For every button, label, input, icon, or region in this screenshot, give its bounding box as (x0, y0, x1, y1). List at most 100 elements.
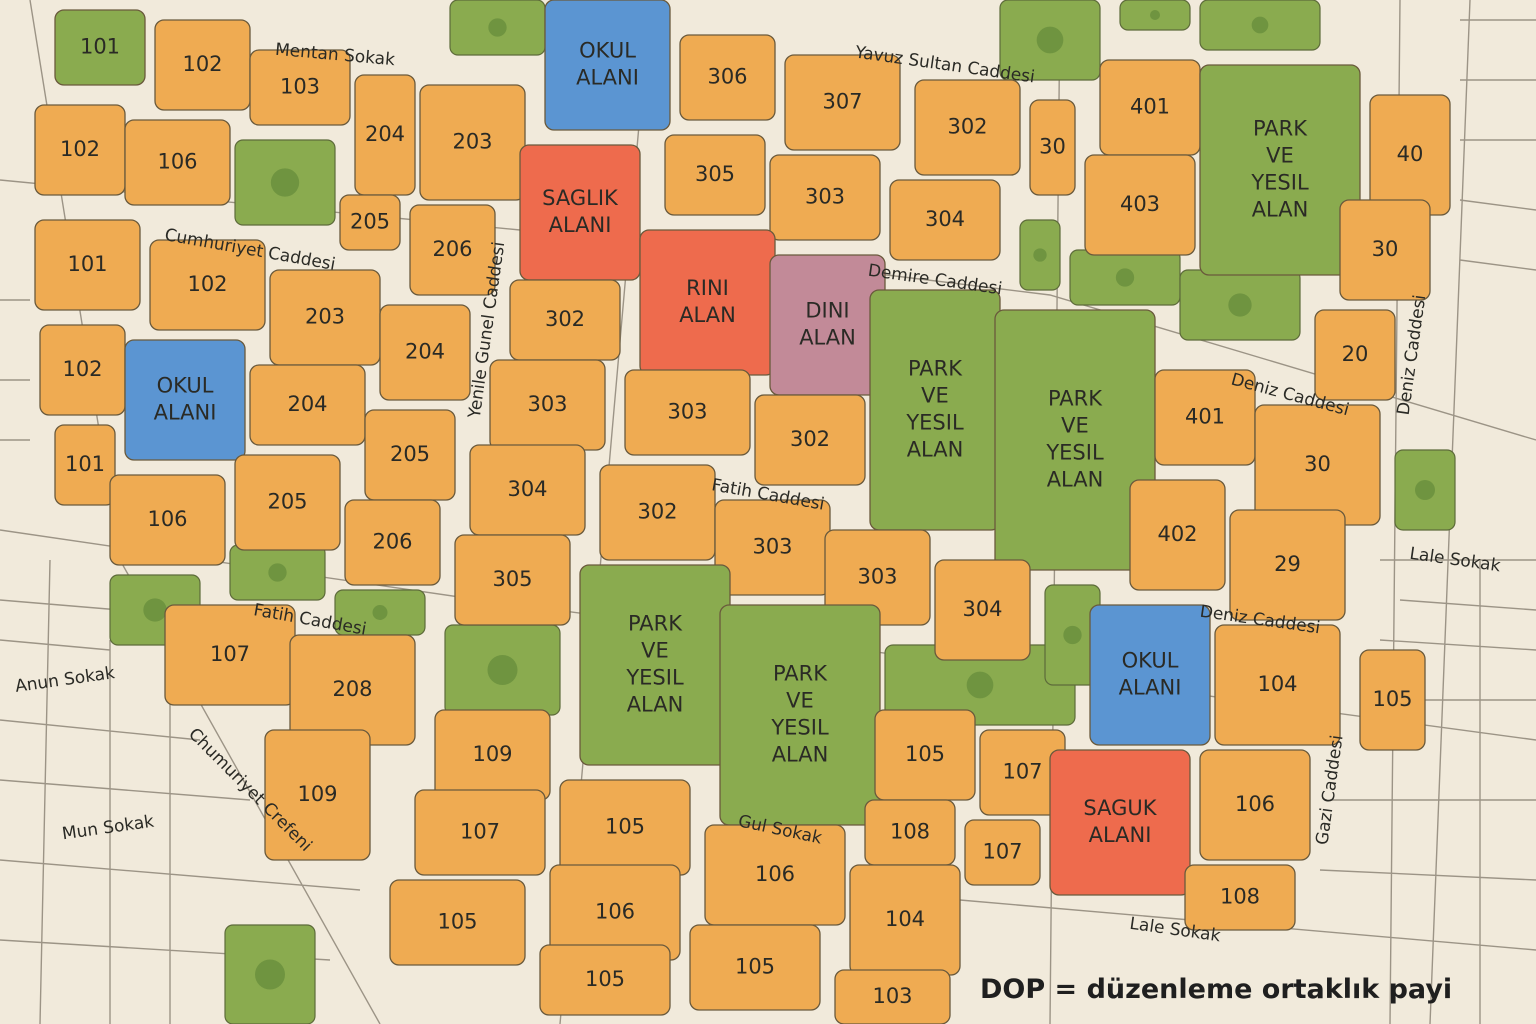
parcel (389, 879, 526, 966)
parcel-label: 303 (857, 565, 897, 589)
tree (1033, 248, 1047, 262)
parcel (414, 789, 546, 876)
parcel-label: 30 (1372, 237, 1399, 261)
parcel-label: RINI (686, 276, 729, 300)
parcel (124, 339, 246, 461)
parcel-label: 208 (332, 677, 372, 701)
tree (1036, 26, 1064, 54)
tree (1115, 268, 1135, 287)
parcel (264, 729, 371, 861)
parcel-label: 108 (890, 820, 930, 844)
parcel-label: 204 (365, 122, 405, 146)
parcel-label: 205 (267, 490, 307, 514)
parcel-label: 101 (67, 252, 107, 276)
parcel (344, 499, 441, 586)
parcel (889, 179, 1001, 261)
parcel-label: PARK (773, 662, 828, 686)
parcel-label: ALANI (576, 66, 639, 90)
parcel (1029, 99, 1076, 196)
parcel-label: 302 (790, 427, 830, 451)
parcel-label: 40 (1397, 142, 1424, 166)
parcel (914, 79, 1021, 176)
parcel-label: PARK (908, 357, 963, 381)
parcel (149, 239, 266, 331)
parcel-label: 107 (982, 840, 1022, 864)
parcel-label: ALAN (1047, 468, 1104, 492)
parcel-label: OKUL (579, 39, 636, 63)
parcel-label: 401 (1185, 405, 1225, 429)
parcel-label: ALAN (799, 326, 856, 350)
parcel-label: 108 (1220, 885, 1260, 909)
parcel (1214, 624, 1341, 746)
parcel (54, 424, 116, 506)
parcel-label: 203 (305, 305, 345, 329)
parcel-label: 105 (437, 910, 477, 934)
tree (1150, 10, 1160, 20)
parcel-label: 106 (755, 862, 795, 886)
parcel (409, 204, 496, 296)
tree (268, 563, 287, 582)
parcel-label: 101 (80, 35, 120, 59)
parcel (679, 34, 776, 121)
parcel-label: YESIL (625, 666, 684, 690)
parcel-label: OKUL (1122, 649, 1179, 673)
parcel-label: 107 (210, 642, 250, 666)
parcel-label: 30 (1039, 135, 1066, 159)
parcel-label: PARK (628, 612, 683, 636)
parcel (1339, 199, 1431, 301)
parcel-label: SAGUK (1083, 796, 1157, 820)
parcel (544, 0, 671, 131)
parcel (1129, 479, 1226, 591)
parcel (964, 819, 1041, 886)
parcel-label: 203 (452, 130, 492, 154)
parcel (379, 304, 471, 401)
tree (255, 959, 285, 990)
parcel (754, 394, 866, 486)
tree (487, 655, 518, 685)
parcel-label: VE (1061, 414, 1089, 438)
parcel-label: 302 (947, 115, 987, 139)
parcel-label: 206 (372, 530, 412, 554)
parcel (1184, 864, 1296, 931)
parcel-label: 205 (390, 442, 430, 466)
parcel-label: 104 (885, 907, 925, 931)
tree (372, 605, 388, 620)
parcel-label: 302 (545, 307, 585, 331)
parcel-label: 306 (707, 65, 747, 89)
parcel-label: 102 (187, 272, 227, 296)
tree (1063, 625, 1082, 645)
parcels: 101 102 103 204 203 102 106 205 206 OKUL ALANI SAGL… (34, 0, 1451, 1024)
parcel-label: ALAN (772, 743, 829, 767)
parcel-label: 302 (637, 500, 677, 524)
parcel-label: 105 (905, 742, 945, 766)
parcel-label: YESIL (1250, 171, 1309, 195)
parcel (1314, 309, 1396, 401)
parcel-label: 303 (805, 185, 845, 209)
parcel-label: ALAN (679, 303, 736, 327)
parcel-label: 106 (147, 507, 187, 531)
parcel-label: ALAN (1252, 198, 1309, 222)
parcel-label: 106 (157, 150, 197, 174)
parcel-label: 304 (962, 597, 1002, 621)
parcel-label: YESIL (770, 716, 829, 740)
parcel-label: 105 (585, 967, 625, 991)
parcel (454, 534, 571, 626)
parcel (784, 54, 901, 151)
parcel-label: 103 (280, 75, 320, 99)
tree (1251, 16, 1269, 34)
parcel (339, 194, 401, 251)
tree (1415, 480, 1435, 500)
parcel (1199, 749, 1311, 861)
parcel (769, 154, 881, 241)
parcel-label: 109 (297, 782, 337, 806)
parcel (624, 369, 751, 456)
parcel (1359, 649, 1426, 751)
parcel-label: YESIL (1045, 441, 1104, 465)
parcel-label: 101 (65, 452, 105, 476)
parcel-label: 403 (1120, 192, 1160, 216)
parcel-label: 105 (735, 955, 775, 979)
parcel (834, 969, 951, 1024)
parcel-label: 102 (60, 137, 100, 161)
parcel-label: 206 (432, 237, 472, 261)
parcel-label: PARK (1048, 387, 1103, 411)
